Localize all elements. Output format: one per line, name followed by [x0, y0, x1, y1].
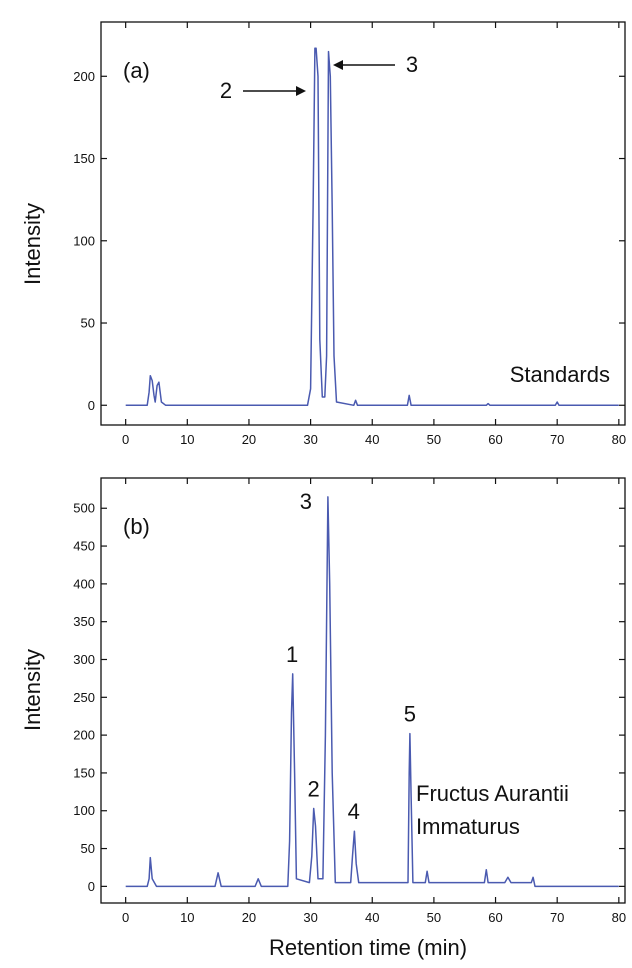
y-tick-label: 150	[73, 151, 95, 166]
panel-a-y-axis-title: Intensity	[20, 203, 45, 285]
x-tick-label: 40	[365, 432, 379, 447]
x-tick-label: 60	[488, 432, 502, 447]
x-tick-label: 30	[303, 910, 317, 925]
x-tick-label: 50	[427, 432, 441, 447]
panel-b-annotation-line-1: Fructus Aurantii	[416, 781, 569, 806]
y-tick-label: 100	[73, 803, 95, 818]
x-tick-label: 20	[242, 432, 256, 447]
peak-label-3: 3	[406, 52, 418, 77]
y-tick-label: 300	[73, 652, 95, 667]
y-tick-label: 0	[88, 398, 95, 413]
panel-a-peak-labels: 23	[220, 52, 418, 103]
y-tick-label: 350	[73, 614, 95, 629]
y-tick-label: 0	[88, 879, 95, 894]
y-tick-label: 250	[73, 690, 95, 705]
x-axis-title: Retention time (min)	[269, 935, 467, 960]
x-tick-label: 40	[365, 910, 379, 925]
panel-b-y-ticks: 0 50 100 150 200 250 300 350 400 450 500	[73, 501, 625, 894]
x-tick-label: 0	[122, 432, 129, 447]
panel-b-x-ticks: 0 10 20 30 40 50 60 70 80	[122, 478, 626, 925]
peak-label-2: 2	[220, 78, 232, 103]
y-tick-label: 50	[81, 316, 95, 331]
panel-a-annotation: Standards	[510, 362, 610, 387]
y-tick-label: 400	[73, 576, 95, 591]
panel-b-peak-labels: 1 2 3 4 5	[286, 489, 416, 824]
peak-label-3: 3	[300, 489, 312, 514]
x-tick-label: 70	[550, 432, 564, 447]
peak-label-2: 2	[308, 776, 320, 801]
panel-a-trace	[125, 47, 619, 407]
peak-label-4: 4	[348, 799, 360, 824]
y-tick-label: 150	[73, 765, 95, 780]
peak-2-arrow-head	[296, 86, 306, 96]
x-tick-label: 10	[180, 432, 194, 447]
y-tick-label: 100	[73, 233, 95, 248]
y-tick-label: 500	[73, 501, 95, 516]
panel-a-y-ticks: 0 50 100 150 200	[73, 69, 625, 413]
y-tick-label: 450	[73, 539, 95, 554]
panel-b-y-axis-title: Intensity	[20, 649, 45, 731]
x-tick-label: 80	[612, 432, 626, 447]
panel-b-annotation-line-2: Immaturus	[416, 814, 520, 839]
x-tick-label: 20	[242, 910, 256, 925]
y-tick-label: 200	[73, 69, 95, 84]
x-tick-label: 0	[122, 910, 129, 925]
panel-b-frame	[100, 477, 626, 904]
y-tick-label: 50	[81, 841, 95, 856]
panel-b-sample: 0 10 20 30 40 50 60 70 80 0 50 100 150 200 250 300 350 4…	[20, 477, 626, 960]
y-tick-label: 200	[73, 728, 95, 743]
panel-a-x-ticks: 0 10 20 30 40 50 60 70 80	[122, 22, 626, 447]
peak-label-5: 5	[404, 702, 416, 727]
x-tick-label: 60	[488, 910, 502, 925]
x-tick-label: 80	[612, 910, 626, 925]
panel-a-frame	[100, 21, 626, 426]
panel-b-label: (b)	[123, 514, 150, 539]
x-tick-label: 70	[550, 910, 564, 925]
panel-a-label: (a)	[123, 58, 150, 83]
peak-3-arrow-head	[333, 60, 343, 70]
x-tick-label: 10	[180, 910, 194, 925]
panel-b-trace	[125, 496, 619, 888]
x-tick-label: 50	[427, 910, 441, 925]
peak-label-1: 1	[286, 642, 298, 667]
x-tick-label: 30	[303, 432, 317, 447]
